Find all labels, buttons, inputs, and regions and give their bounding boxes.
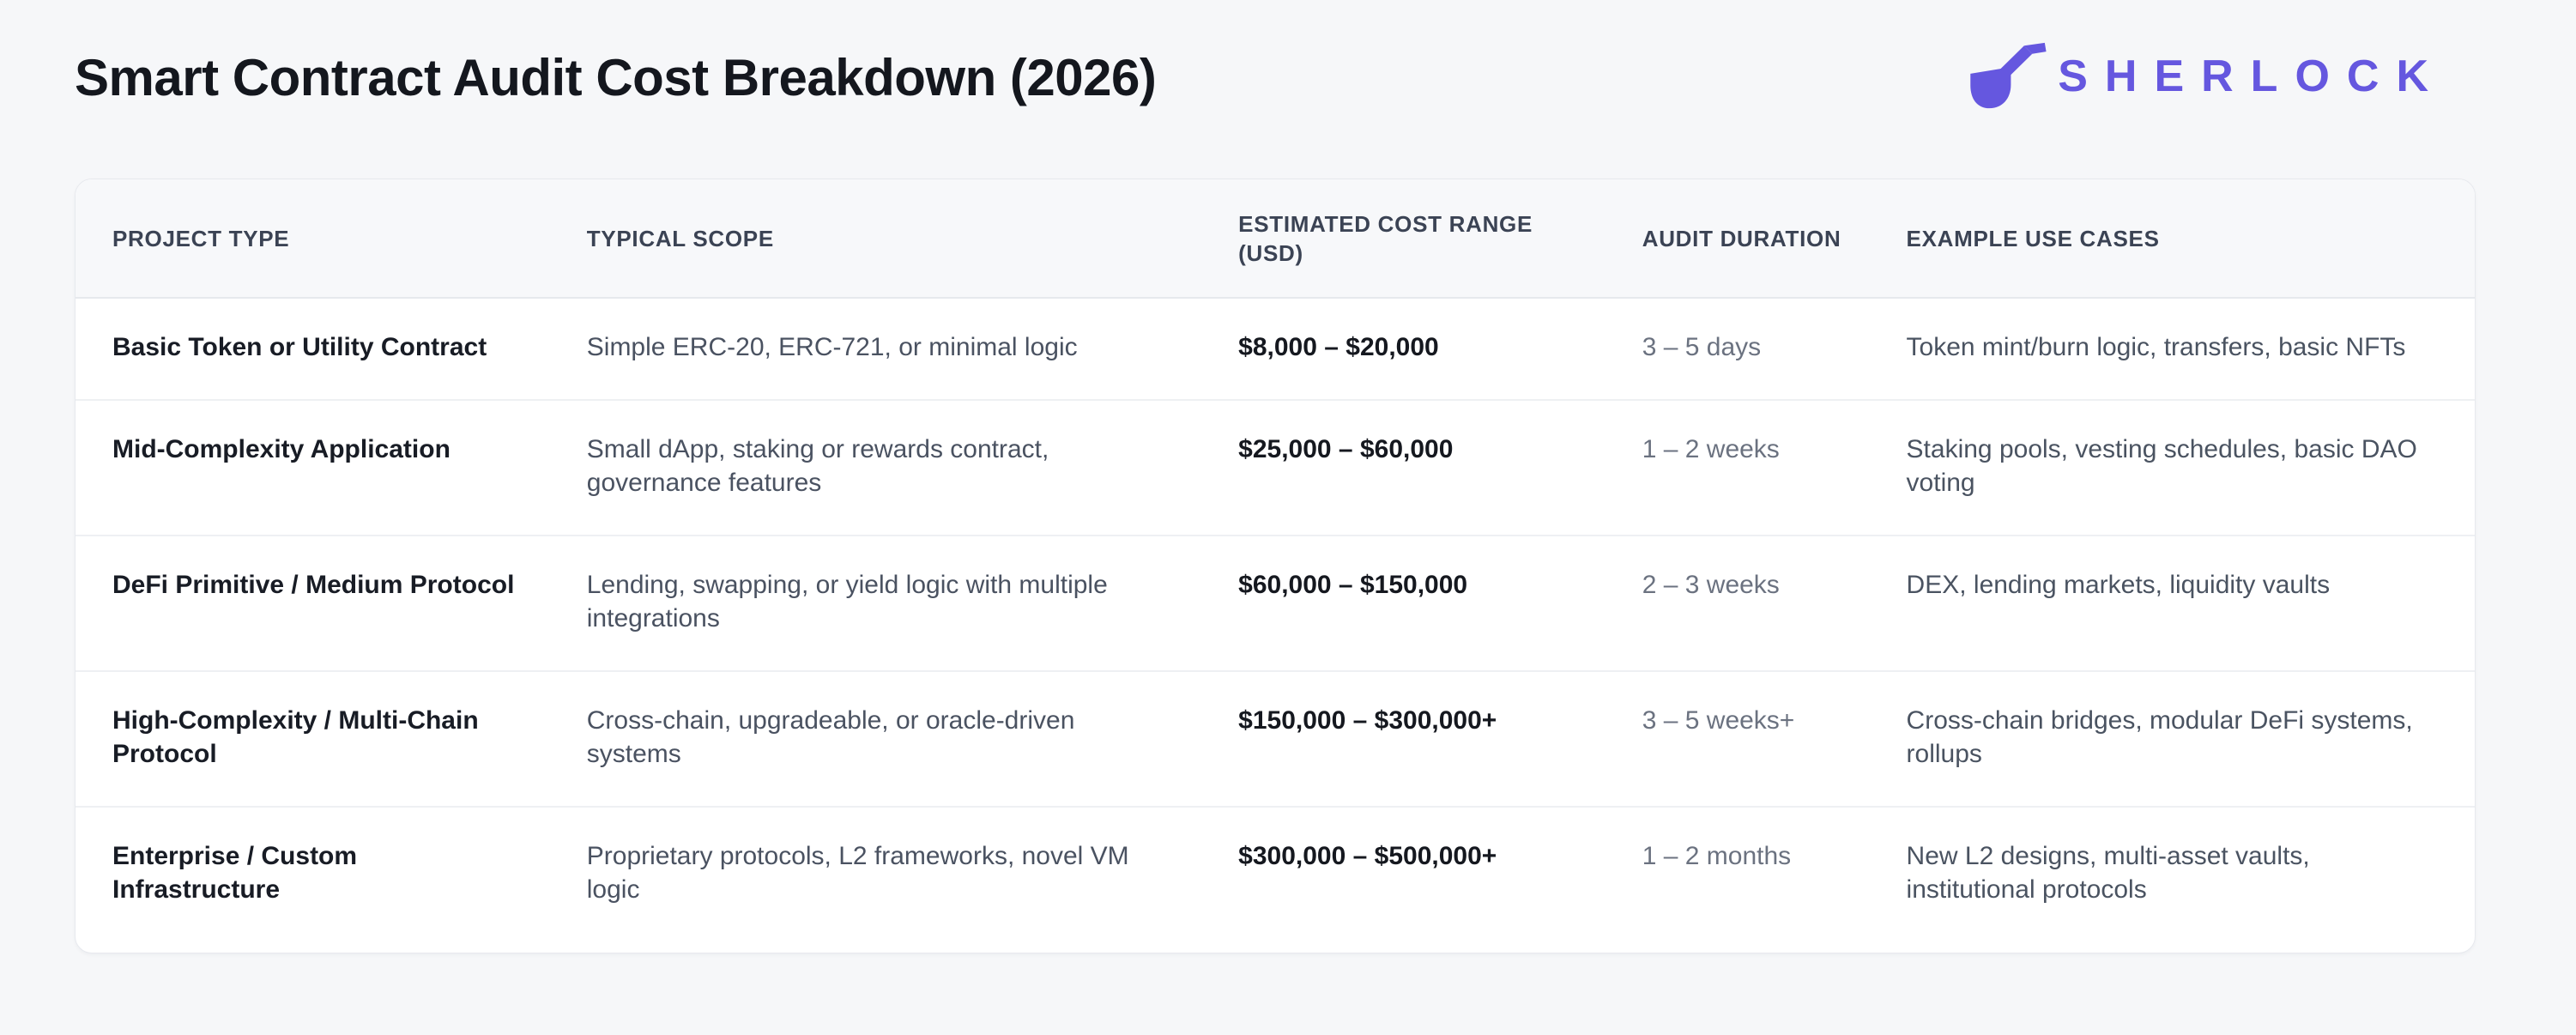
cell-audit-duration: 1 – 2 weeks [1605,399,1870,536]
cell-project-type: Basic Token or Utility Contract [112,333,487,361]
cell-cost-range: $25,000 – $60,000 [1201,399,1605,536]
cell-cost-range: $300,000 – $500,000+ [1201,806,1605,953]
page-title: Smart Contract Audit Cost Breakdown (202… [75,49,1157,106]
cell-cost-range: $150,000 – $300,000+ [1201,670,1605,807]
column-header-audit-duration: AUDIT DURATION [1605,179,1870,299]
cell-example-use-cases: New L2 designs, multi-asset vaults, inst… [1869,806,2475,953]
cell-audit-duration: 1 – 2 months [1605,806,1870,953]
cell-example-use-cases: Token mint/burn logic, transfers, basic … [1906,333,2406,361]
column-header-typical-scope: TYPICAL SCOPE [549,179,1202,299]
cell-typical-scope: Lending, swapping, or yield logic with m… [549,535,1202,671]
cell-example-use-cases: DEX, lending markets, liquidity vaults [1869,535,2475,671]
cell-audit-duration: 2 – 3 weeks [1605,535,1870,671]
table-row: High-Complexity / Multi-Chain Protocol C… [76,670,2475,807]
cell-project-type: High-Complexity / Multi-Chain Protocol [76,670,550,807]
cell-typical-scope: Small dApp, staking or rewards contract,… [549,399,1202,536]
cell-typical-scope: Simple ERC-20, ERC-721, or minimal logic [586,333,1078,361]
column-header-example-use-cases: EXAMPLE USE CASES [1869,179,2475,299]
cell-project-type: Mid-Complexity Application [76,399,550,536]
table-row: Basic Token or Utility Contract Simple E… [76,298,2475,400]
cell-project-type: DeFi Primitive / Medium Protocol [76,535,550,671]
cell-audit-duration: 3 – 5 days [1642,333,1762,361]
table-row: DeFi Primitive / Medium Protocol Lending… [76,535,2475,671]
page-header: Smart Contract Audit Cost Breakdown (202… [0,0,2576,115]
cell-typical-scope: Cross-chain, upgradeable, or oracle-driv… [549,670,1202,807]
audit-cost-card: PROJECT TYPE TYPICAL SCOPE ESTIMATED COS… [75,179,2476,953]
cell-example-use-cases: Staking pools, vesting schedules, basic … [1869,399,2475,536]
table-row: Enterprise / Custom Infrastructure Propr… [76,806,2475,953]
cell-project-type: Enterprise / Custom Infrastructure [76,806,550,953]
brand-name: SHERLOCK [2058,51,2446,101]
cell-example-use-cases: Cross-chain bridges, modular DeFi system… [1869,670,2475,807]
table-header-row: PROJECT TYPE TYPICAL SCOPE ESTIMATED COS… [76,179,2475,299]
sherlock-logo[interactable]: SHERLOCK [1967,41,2446,115]
pipe-icon [1967,41,2049,115]
cell-typical-scope: Proprietary protocols, L2 frameworks, no… [549,806,1202,953]
cell-audit-duration: 3 – 5 weeks+ [1605,670,1870,807]
cell-cost-range: $8,000 – $20,000 [1238,333,1439,361]
cell-cost-range: $60,000 – $150,000 [1201,535,1605,671]
audit-cost-table: PROJECT TYPE TYPICAL SCOPE ESTIMATED COS… [76,179,2475,953]
table-row: Mid-Complexity Application Small dApp, s… [76,399,2475,536]
column-header-cost-range: ESTIMATED COST RANGE (USD) [1201,179,1605,299]
column-header-project-type: PROJECT TYPE [76,179,550,299]
